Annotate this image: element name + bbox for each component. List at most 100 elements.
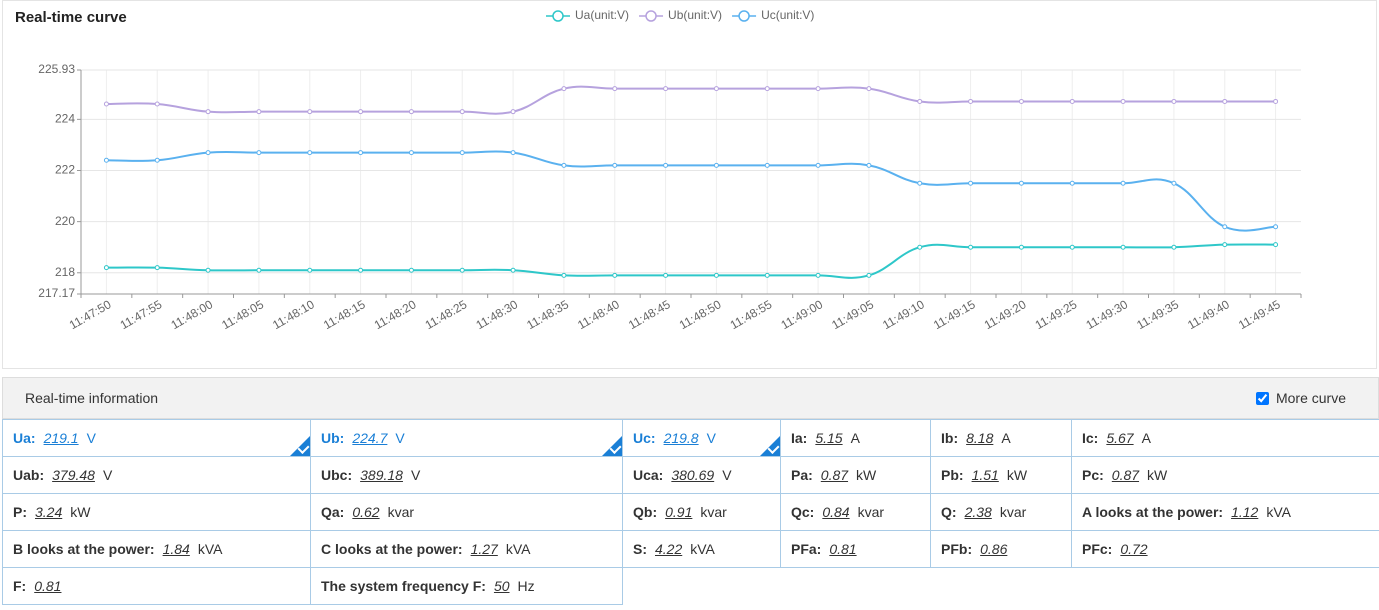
info-cell: F: 0.81 <box>2 567 311 605</box>
data-point <box>1171 180 1177 186</box>
cell-label: Ib: <box>941 430 959 446</box>
data-point <box>713 272 719 278</box>
data-point <box>358 267 364 273</box>
legend-label: Ub(unit:V) <box>668 8 722 22</box>
cell-label: P: <box>13 504 27 520</box>
cell-value: 0.86 <box>980 541 1008 557</box>
cell-unit: Hz <box>517 578 535 594</box>
info-cell: PFc: 0.72 <box>1071 530 1379 568</box>
cell-unit: kvar <box>387 504 415 520</box>
x-tick-label: 11:48:50 <box>677 297 724 332</box>
cell-label: Uca: <box>633 467 664 483</box>
info-cell: Qa: 0.62 kvar <box>310 493 623 531</box>
info-cell: The system frequency F: 50 Hz <box>310 567 623 605</box>
info-cell: Pc: 0.87 kW <box>1071 456 1379 494</box>
data-point <box>154 265 160 271</box>
cell-label: Ia: <box>791 430 808 446</box>
data-point <box>510 109 516 115</box>
x-tick-label: 11:49:20 <box>982 297 1029 332</box>
cell-unit: A <box>850 430 860 446</box>
cell-value: 389.18 <box>360 467 403 483</box>
data-point <box>968 98 974 104</box>
info-cell: Uab: 379.48 V <box>2 456 311 494</box>
x-tick-label: 11:48:00 <box>168 297 215 332</box>
info-cell: Pa: 0.87 kW <box>780 456 931 494</box>
data-point <box>1222 98 1228 104</box>
legend-item: Ua(unit:V) <box>546 8 629 22</box>
info-row: F: 0.81 The system frequency F: 50 Hz <box>2 567 1379 605</box>
data-point <box>103 157 109 163</box>
info-row: Ua: 219.1 V Ub: 224.7 V Uc: 219.8 V Ia: 5.15 A Ib: 8.… <box>2 419 1379 457</box>
x-tick-label: 11:49:05 <box>829 297 876 332</box>
info-cell: Ua: 219.1 V <box>2 419 311 457</box>
data-point <box>307 150 313 156</box>
legend: Ua(unit:V) Ub(unit:V) Uc(unit:V) <box>546 8 814 22</box>
x-tick-label: 11:49:00 <box>778 297 825 332</box>
data-point <box>408 150 414 156</box>
data-point <box>205 109 211 115</box>
info-cell: B looks at the power: 1.84 kVA <box>2 530 311 568</box>
cell-value: 380.69 <box>671 467 715 483</box>
data-point <box>1069 244 1075 250</box>
x-tick-label: 11:48:05 <box>219 297 266 332</box>
legend-marker <box>645 10 657 22</box>
x-tick-label: 11:49:35 <box>1134 297 1181 332</box>
data-point <box>459 109 465 115</box>
data-point <box>1273 98 1279 104</box>
cell-value: 0.72 <box>1120 541 1148 557</box>
data-point <box>205 150 211 156</box>
data-point <box>358 150 364 156</box>
cell-value: 1.27 <box>470 541 498 557</box>
cell-label: Ua: <box>13 430 36 446</box>
more-curve-checkbox[interactable] <box>1255 391 1269 405</box>
more-curve-label: More curve <box>1275 390 1346 406</box>
data-point <box>1018 180 1024 186</box>
x-tick-label: 11:47:55 <box>118 297 165 332</box>
cell-value: 0.62 <box>352 504 380 520</box>
selected-corner <box>290 436 310 456</box>
cell-unit: kW <box>70 504 91 520</box>
data-point <box>256 267 262 273</box>
data-point <box>917 180 923 186</box>
data-point <box>307 267 313 273</box>
cell-unit: V <box>102 467 113 483</box>
data-point <box>205 267 211 273</box>
data-point <box>1171 244 1177 250</box>
legend-item: Uc(unit:V) <box>732 8 814 22</box>
cell-value: 50 <box>493 578 510 594</box>
more-curve[interactable]: More curve <box>1252 389 1346 408</box>
data-point <box>307 109 313 115</box>
cell-value: 0.81 <box>829 541 857 557</box>
data-point <box>917 244 923 250</box>
selected-corner <box>760 436 780 456</box>
data-point <box>612 162 618 168</box>
info-cell: Ub: 224.7 V <box>310 419 623 457</box>
data-point <box>612 86 618 92</box>
info-cell: A looks at the power: 1.12 kVA <box>1071 493 1379 531</box>
info-cell: PFa: 0.81 <box>780 530 931 568</box>
cell-value: 2.38 <box>964 504 992 520</box>
data-point <box>917 98 923 104</box>
cell-label: Uc: <box>633 430 656 446</box>
cell-unit: V <box>86 430 96 446</box>
cell-label: Pa: <box>791 467 813 483</box>
info-cell: PFb: 0.86 <box>930 530 1072 568</box>
info-row: P: 3.24 kW Qa: 0.62 kvar Qb: 0.91 kvar Qc: 0.84 kva… <box>2 493 1379 531</box>
data-point <box>764 162 770 168</box>
x-tick-label: 11:49:40 <box>1185 297 1232 332</box>
legend-label: Uc(unit:V) <box>761 8 814 22</box>
y-tick-label: 218 <box>55 265 75 279</box>
info-cell: Ia: 5.15 A <box>780 419 931 457</box>
data-point <box>408 109 414 115</box>
data-point <box>1171 98 1177 104</box>
data-point <box>968 244 974 250</box>
x-tick-label: 11:48:30 <box>473 297 520 332</box>
data-point <box>408 267 414 273</box>
cell-label: PFa: <box>791 541 822 557</box>
cell-label: A looks at the power: <box>1082 504 1224 520</box>
info-row: B looks at the power: 1.84 kVA C looks at t… <box>2 530 1379 568</box>
cell-unit: kVA <box>690 541 715 557</box>
cell-unit: kW <box>856 467 877 483</box>
data-point <box>561 86 567 92</box>
x-tick-label: 11:48:45 <box>626 297 673 332</box>
